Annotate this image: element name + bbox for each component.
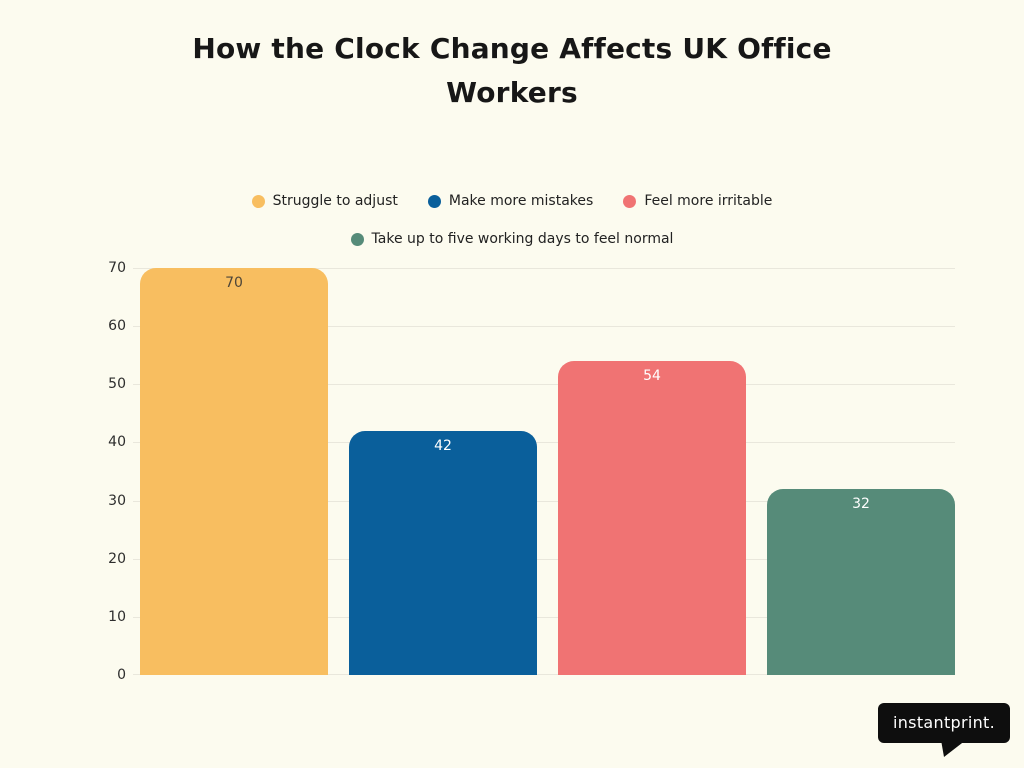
chart-title: How the Clock Change Affects UK Office W… (192, 32, 832, 109)
legend: Struggle to adjust Make more mistakes Feel… (172, 193, 852, 247)
legend-item-feel-more-irritable: Feel more irritable (623, 193, 772, 209)
legend-dot-icon (251, 194, 265, 208)
bar-take-up-to-five-working-days-to-feel-normal: 32 (767, 488, 955, 675)
bar-feel-more-irritable: 54 (558, 361, 746, 675)
legend-item-make-more-mistakes: Make more mistakes (427, 193, 594, 209)
y-axis-tick-label: 70 (108, 260, 126, 276)
bar-struggle-to-adjust: 70 (140, 268, 328, 675)
legend-dot-icon (623, 194, 637, 208)
y-axis-tick-label: 40 (108, 434, 126, 451)
y-axis-tick-label: 20 (108, 550, 126, 567)
legend-item-label: Struggle to adjust (272, 193, 398, 209)
y-axis-tick-label: 50 (108, 376, 126, 393)
gridline (133, 326, 955, 328)
gridline (133, 500, 955, 502)
legend-item-label: Make more mistakes (448, 193, 594, 209)
y-axis-tick-label: 0 (117, 667, 126, 683)
legend-dot-icon (350, 232, 364, 246)
bar-value-label: 54 (643, 368, 661, 385)
plot-area: 0 10 20 30 40 50 60 70 70 42 54 32 (108, 260, 955, 683)
y-axis-tick-label: 30 (108, 492, 126, 509)
bar-make-more-mistakes: 42 (349, 430, 537, 675)
legend-item-label: Feel more irritable (644, 193, 773, 209)
bar-value-label: 32 (852, 495, 870, 512)
gridline (133, 268, 955, 269)
legend-item-struggle-to-adjust: Struggle to adjust (251, 193, 398, 209)
gridline (133, 558, 955, 560)
gridline (133, 616, 955, 618)
bar-value-label: 42 (434, 437, 452, 454)
legend-dot-icon (427, 194, 441, 208)
chart-title-wrap: How the Clock Change Affects UK Office W… (0, 27, 1024, 115)
gridline (133, 384, 955, 386)
gridline (133, 674, 955, 675)
bar-value-label: 70 (225, 275, 243, 291)
instantprint-logo-text: instantprint. (878, 703, 1010, 743)
instantprint-logo: instantprint. (878, 703, 1010, 757)
y-axis-tick-label: 10 (108, 608, 126, 625)
speech-bubble-tail-icon (941, 742, 964, 757)
legend-item-take-up-to-five-working-days-to-feel-normal: Take up to five working days to feel nor… (350, 231, 674, 247)
legend-item-label: Take up to five working days to feel nor… (371, 231, 674, 247)
y-axis-tick-label: 60 (108, 318, 126, 335)
gridline (133, 442, 955, 444)
